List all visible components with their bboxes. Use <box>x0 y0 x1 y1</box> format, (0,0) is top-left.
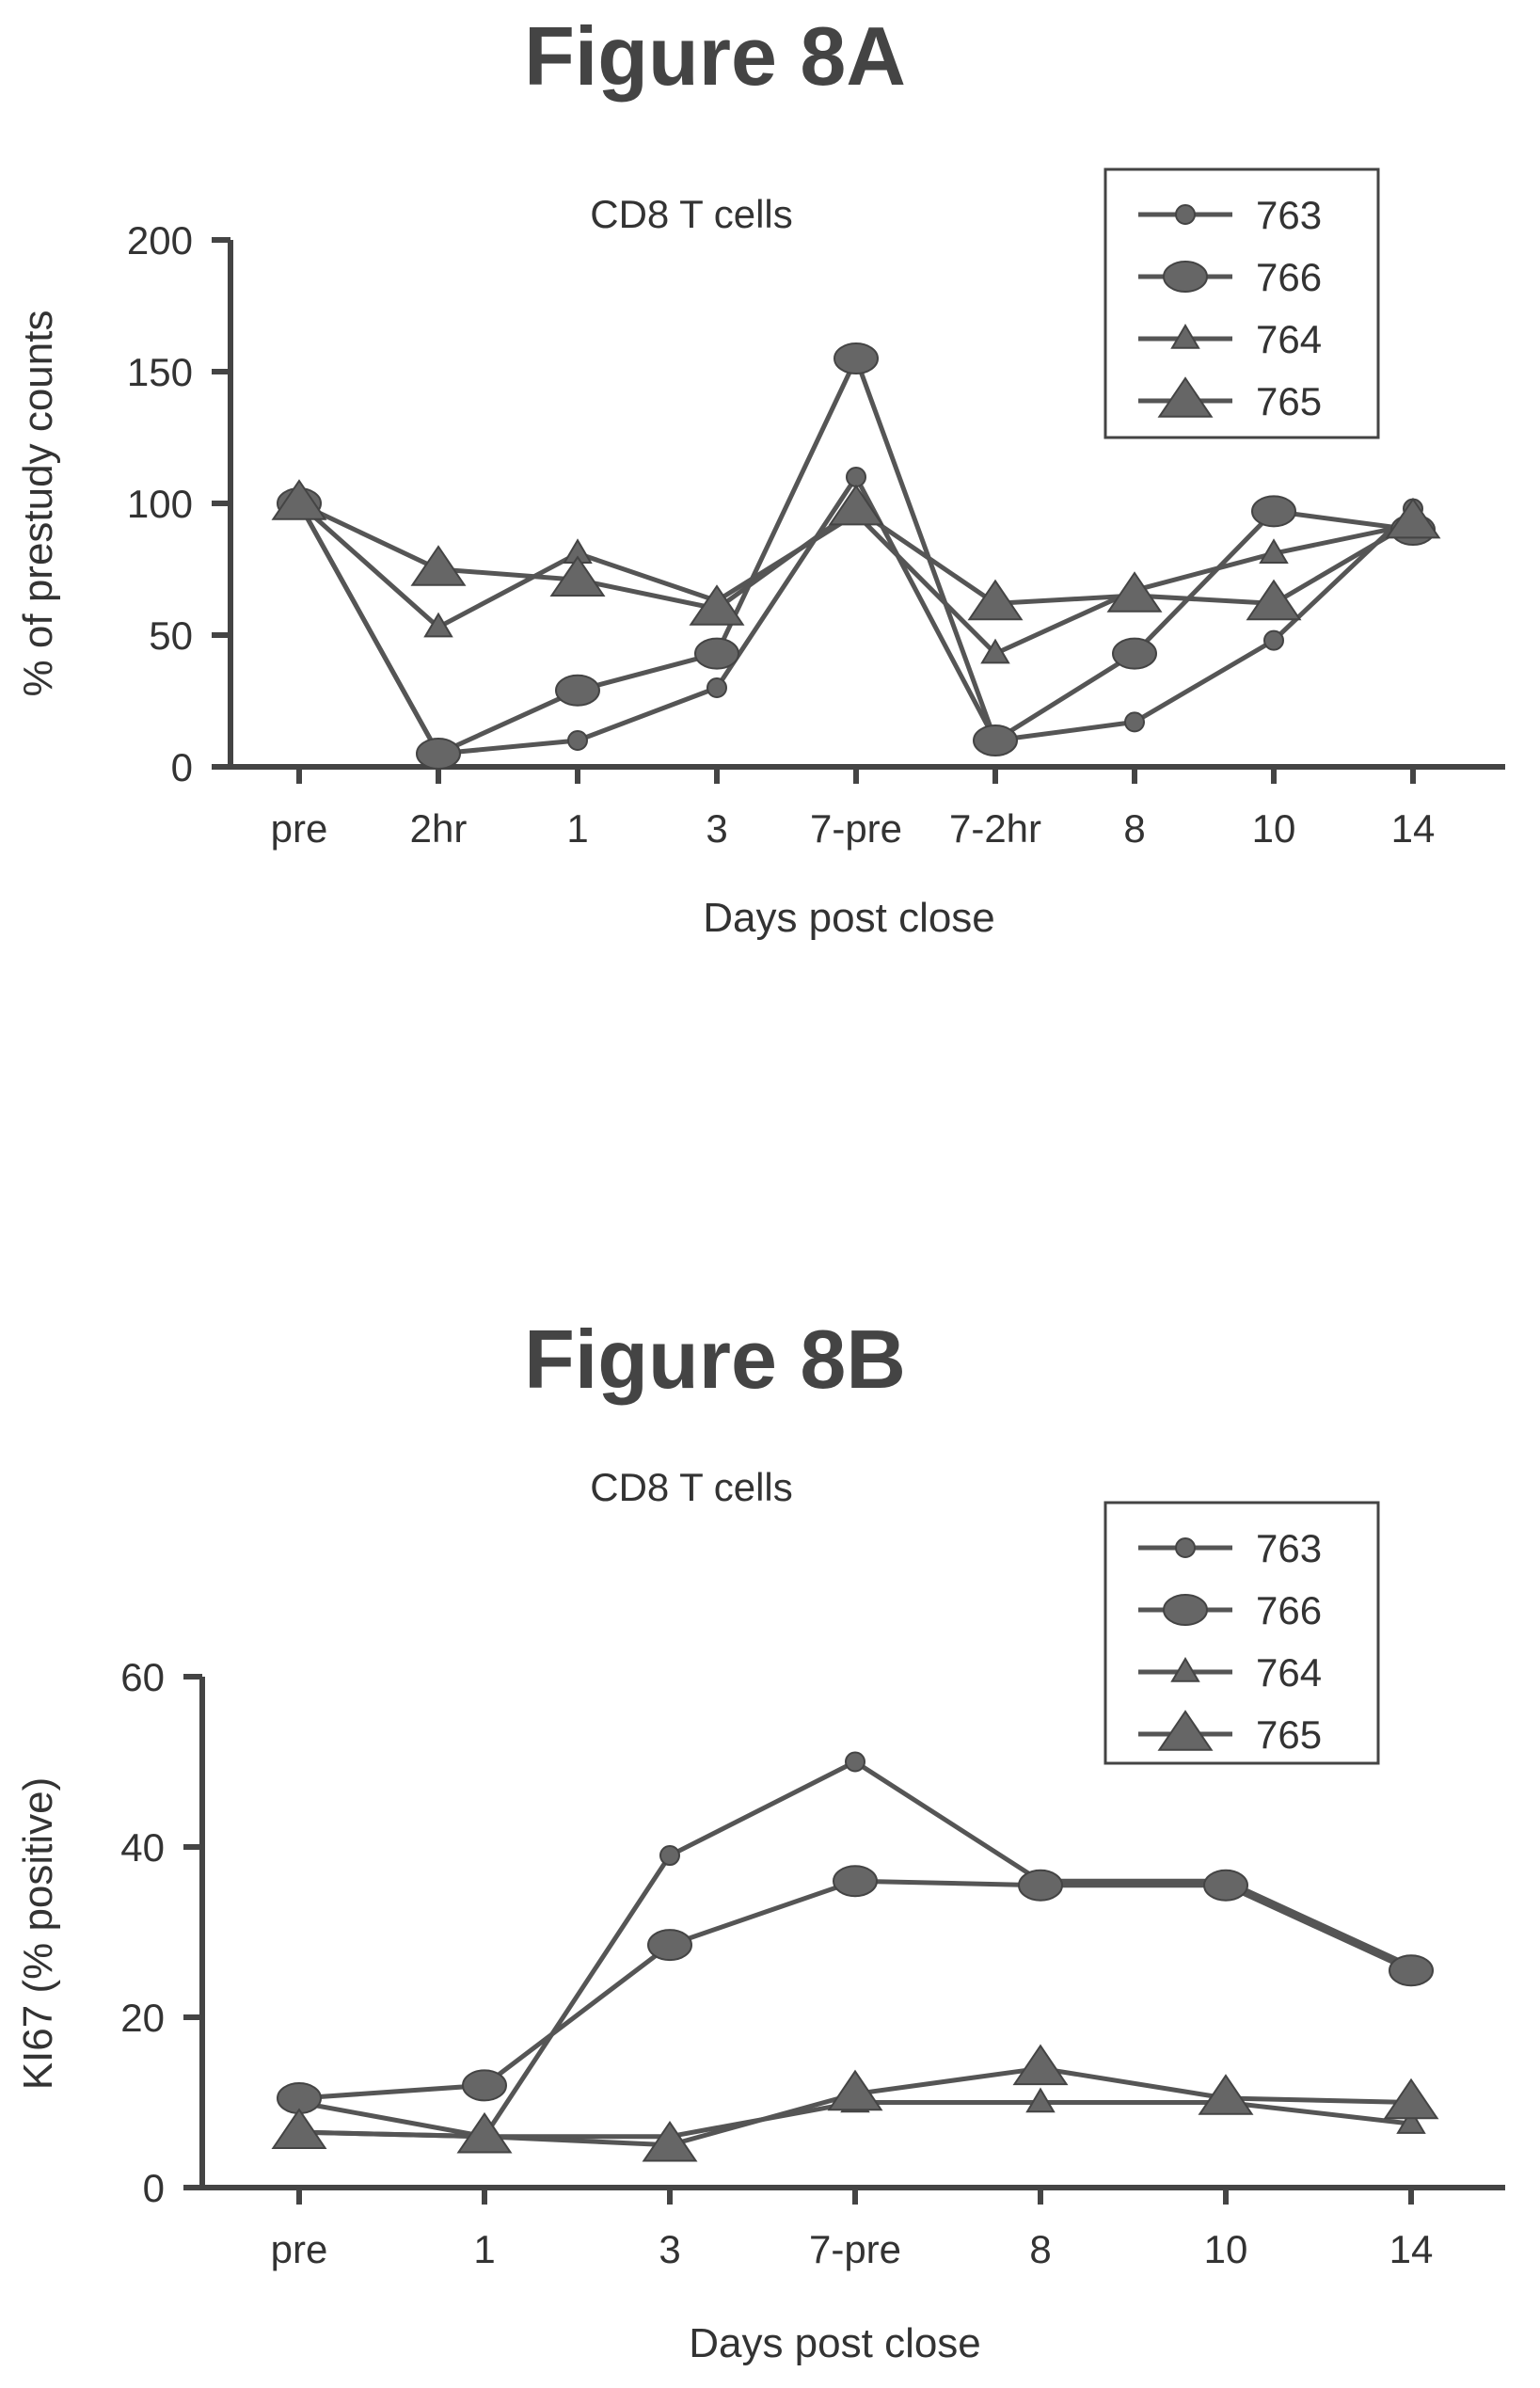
legend-763-marker <box>1175 1537 1196 1558</box>
series-765-point <box>271 479 327 520</box>
series-765-point <box>1012 2044 1069 2086</box>
series-766-point <box>416 738 461 770</box>
x-tick-label: 7-pre <box>809 2227 901 2271</box>
series-766-point <box>555 674 600 707</box>
series-766-point <box>1389 1954 1434 1987</box>
series-763-point <box>1124 711 1145 733</box>
x-tick-label: 3 <box>659 2227 680 2271</box>
series-764-point <box>1259 538 1289 564</box>
series-765-point <box>967 579 1024 621</box>
series-766-point <box>462 2069 507 2102</box>
y-axis-label: KI67 (% positive) <box>15 1777 61 2091</box>
legend-766-marker <box>1163 1594 1208 1626</box>
chart-title: CD8 T cells <box>590 1465 793 1509</box>
x-tick-label: 3 <box>706 806 727 851</box>
legend-766-marker <box>1163 261 1208 293</box>
y-tick-label: 20 <box>120 1996 165 2040</box>
x-tick-label: 7-pre <box>810 806 902 851</box>
series-764-point <box>1025 2087 1056 2113</box>
legend-763-label: 763 <box>1256 1526 1322 1570</box>
legend-765-marker <box>1157 376 1214 418</box>
series-763-point <box>846 467 866 487</box>
series-765-point <box>549 555 606 597</box>
legend-764-label: 764 <box>1256 317 1322 361</box>
x-tick-label: 1 <box>473 2227 495 2271</box>
y-tick-label: 200 <box>127 218 193 263</box>
legend-765-marker <box>1157 1710 1214 1751</box>
legend-763-marker <box>1175 204 1196 225</box>
series-763-point <box>1263 629 1284 651</box>
legend-766-label: 766 <box>1256 255 1322 299</box>
series-765-point <box>271 2108 327 2149</box>
legend-765-label: 765 <box>1256 1712 1322 1757</box>
x-tick-label: 8 <box>1029 2227 1051 2271</box>
series-766-point <box>694 637 739 670</box>
y-tick-label: 150 <box>127 350 193 394</box>
x-tick-label: 10 <box>1204 2227 1248 2271</box>
legend-764-marker <box>1170 1657 1200 1682</box>
series-765-point <box>689 584 745 626</box>
series-765-point <box>410 545 467 586</box>
figure-8b-title: Figure 8B <box>524 1313 906 1406</box>
series-763-point <box>845 1751 865 1773</box>
legend-765-label: 765 <box>1256 379 1322 423</box>
chart-8a: CD8 T cells 0 50 100 150 200 pre 2hr 1 3 7-pre 7-2h… <box>15 167 1505 941</box>
series-765-point <box>1246 579 1302 621</box>
series-766-point <box>1203 1869 1248 1902</box>
series-763-point <box>567 730 588 751</box>
series-765-point <box>456 2111 513 2154</box>
legend-763-label: 763 <box>1256 193 1322 237</box>
chart-title: CD8 T cells <box>590 192 793 236</box>
x-tick-label: 2hr <box>410 806 468 851</box>
x-axis-label: Days post close <box>689 2320 981 2366</box>
series-765-point <box>1198 2074 1254 2115</box>
chart-8b: CD8 T cells 0 20 40 60 pre 1 3 7-pre 8 10 14 Days po… <box>15 1465 1505 2366</box>
series-765-point <box>1385 497 1441 539</box>
x-tick-label: 14 <box>1389 2227 1434 2271</box>
x-tick-label: 8 <box>1123 806 1145 851</box>
series-765-point <box>642 2120 698 2162</box>
series-765-point <box>827 2069 883 2111</box>
series-763-point <box>706 677 727 698</box>
legend-box <box>1103 167 1380 439</box>
x-tick-label: 7-2hr <box>949 806 1041 851</box>
y-tick-label: 60 <box>120 1655 165 1699</box>
y-tick-label: 0 <box>171 745 193 789</box>
legend-764-label: 764 <box>1256 1650 1322 1695</box>
series-764-point <box>423 612 453 638</box>
x-tick-label: 1 <box>566 806 588 851</box>
series-764-point <box>1396 2109 1426 2134</box>
series-766-line <box>298 1878 1413 2101</box>
y-tick-label: 100 <box>127 482 193 526</box>
y-tick-label: 40 <box>120 1825 165 1870</box>
figure-8a-title: Figure 8A <box>524 9 906 103</box>
series-764-line <box>297 501 1414 657</box>
series-765-point <box>828 484 884 526</box>
x-axis-label: Days post close <box>703 895 995 941</box>
series-766-point <box>973 724 1018 756</box>
series-763-point <box>659 1845 680 1867</box>
series-766-point <box>1018 1869 1063 1902</box>
y-tick-label: 0 <box>143 2166 165 2210</box>
x-tick-label: 14 <box>1391 806 1436 851</box>
legend-box <box>1103 1501 1380 1765</box>
series-765-point <box>1106 571 1163 613</box>
x-tick-label: pre <box>271 2227 328 2271</box>
series-764-point <box>980 638 1010 664</box>
series-766-point <box>833 1865 878 1898</box>
y-axis-label: % of prestudy counts <box>15 310 61 697</box>
legend-766-label: 766 <box>1256 1588 1322 1632</box>
x-tick-label: pre <box>271 806 328 851</box>
legend-764-marker <box>1170 324 1200 349</box>
series-766-point <box>1251 495 1296 528</box>
series-766-point <box>647 1929 692 1962</box>
x-tick-label: 10 <box>1252 806 1296 851</box>
series-766-point <box>1112 637 1157 670</box>
series-765-point <box>1383 2078 1439 2120</box>
y-tick-label: 50 <box>149 613 193 658</box>
series-766-point <box>834 342 879 374</box>
